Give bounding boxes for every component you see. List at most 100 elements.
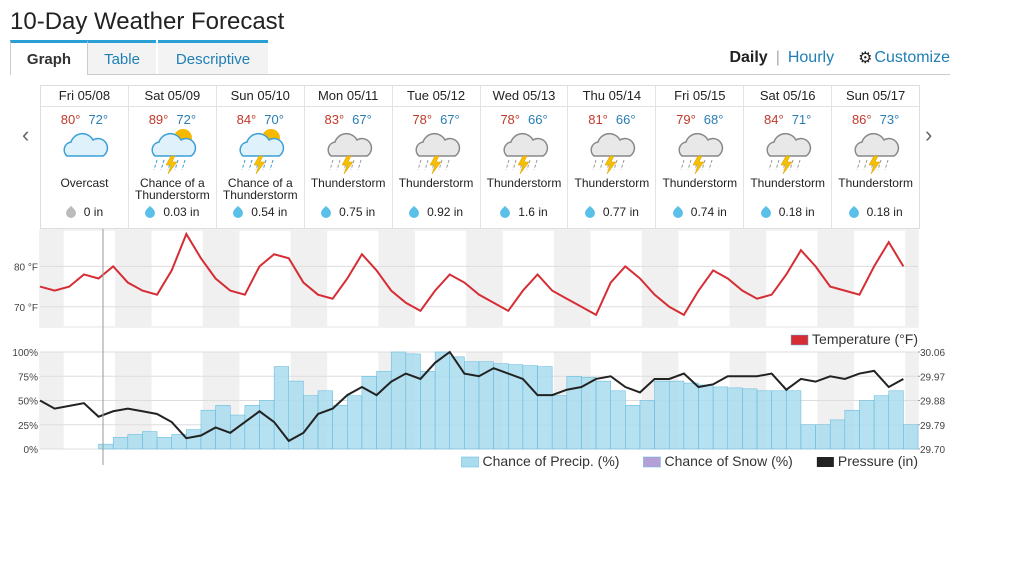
rain (775, 159, 780, 171)
prev-arrow[interactable]: ‹ (22, 122, 30, 147)
day-temps: 84° 71° (744, 112, 831, 127)
drop-icon (670, 205, 685, 220)
cloud (766, 132, 812, 157)
rain (789, 159, 794, 171)
condition: Thunderstorm (574, 176, 650, 190)
night-band (817, 230, 854, 327)
bolt (780, 155, 793, 175)
day-date: Fri 05/08 (41, 86, 128, 107)
precip-step (522, 365, 538, 450)
night-band (466, 230, 503, 327)
rain (526, 159, 531, 171)
tab[interactable]: Table (88, 40, 156, 74)
rain (153, 159, 158, 171)
precip-step (873, 395, 889, 450)
tab[interactable]: Descriptive (158, 40, 268, 74)
precip-step (332, 405, 348, 450)
precip-step (420, 371, 436, 450)
precip-step (112, 437, 129, 450)
high-temp: 83° (324, 112, 345, 127)
legend-swatch (790, 334, 809, 346)
high-temp: 80° (60, 112, 81, 127)
series-line (39, 350, 904, 443)
cloud (63, 132, 109, 157)
separator: | (775, 49, 780, 66)
drop-icon (406, 205, 422, 220)
precip-step (434, 351, 450, 450)
precip-step (537, 366, 553, 450)
precip-amount: 0.77 in (602, 205, 639, 219)
night-band (641, 230, 679, 327)
day-date: Tue 05/12 (392, 86, 480, 107)
day-column: Mon 05/11 83° 67° Thunderstorm 0.75 in (304, 86, 393, 228)
precip-step (859, 400, 875, 450)
precip-step (742, 388, 758, 450)
y-tick-label: 100% (12, 348, 38, 359)
day-column: Fri 05/08 80° 72° Overcast 0 in (41, 86, 129, 228)
legend-label: Pressure (in) (838, 453, 918, 469)
precip-row: 0.75 in (305, 205, 392, 220)
day-date: Fri 05/15 (656, 86, 744, 107)
precip-row: 0.03 in (129, 205, 216, 220)
condition: Thunderstorm (662, 176, 738, 190)
precip-step (610, 390, 626, 450)
bolt (429, 155, 442, 175)
low-temp: 66° (615, 112, 636, 127)
next-arrow[interactable]: › (925, 122, 933, 147)
condition: Chance of a Thunderstorm (135, 176, 210, 202)
high-temp: 81° (588, 112, 608, 127)
cloud (239, 132, 284, 157)
y2-tick-label: 29.97 (920, 372, 945, 383)
rain (174, 159, 179, 171)
precip-step (756, 390, 772, 450)
rain (884, 159, 889, 171)
customize-link[interactable]: Customize (874, 49, 950, 66)
gear-icon: ⚙ (858, 50, 873, 67)
day-temps: 78° 66° (481, 112, 568, 127)
precip-step (654, 380, 670, 450)
cloud (327, 132, 372, 157)
low-temp: 66° (527, 112, 548, 127)
view-option[interactable]: Daily (729, 49, 768, 66)
precip-row: 0.54 in (217, 205, 304, 220)
day-temps: 78° 67° (393, 112, 480, 127)
legend-swatch (643, 456, 661, 468)
legend-label: Chance of Snow (%) (664, 453, 792, 469)
day-date: Mon 05/11 (304, 86, 392, 107)
tab-bar: Graph Table Descriptive (10, 40, 950, 75)
bolt (165, 155, 178, 175)
precip-step (698, 384, 714, 450)
day-column: Sat 05/09 89° 72° Chance of a Thunderstorm 0… (128, 86, 217, 228)
rain (160, 159, 165, 171)
view-option[interactable]: Hourly (787, 49, 835, 66)
tab[interactable]: Graph (10, 40, 88, 75)
rain (863, 159, 868, 171)
rain (445, 159, 450, 171)
precip-step (595, 380, 611, 450)
low-temp: 67° (352, 112, 372, 127)
y2-tick-label: 29.88 (920, 397, 945, 408)
condition: Thunderstorm (310, 176, 386, 190)
precip-step (625, 405, 641, 450)
night-band (378, 230, 415, 327)
precip-step (493, 363, 509, 450)
legend-swatch (816, 457, 834, 467)
precip-amount: 0.75 in (339, 205, 376, 219)
drop-icon (63, 205, 78, 220)
y-tick-label: 0% (24, 445, 39, 456)
rain (424, 159, 429, 171)
rain (796, 159, 801, 171)
drop-icon (498, 205, 513, 220)
rain (336, 159, 341, 171)
condition: Thunderstorm (398, 176, 474, 190)
rain (599, 159, 604, 171)
precip-step (142, 431, 158, 450)
low-temp: 72° (88, 112, 109, 127)
condition: Overcast (60, 176, 109, 190)
cloud (590, 132, 636, 157)
weather-icon (415, 132, 460, 175)
weather-icon (854, 132, 900, 175)
condition: Thunderstorm (486, 176, 562, 190)
day-temps: 86° 73° (832, 112, 919, 127)
